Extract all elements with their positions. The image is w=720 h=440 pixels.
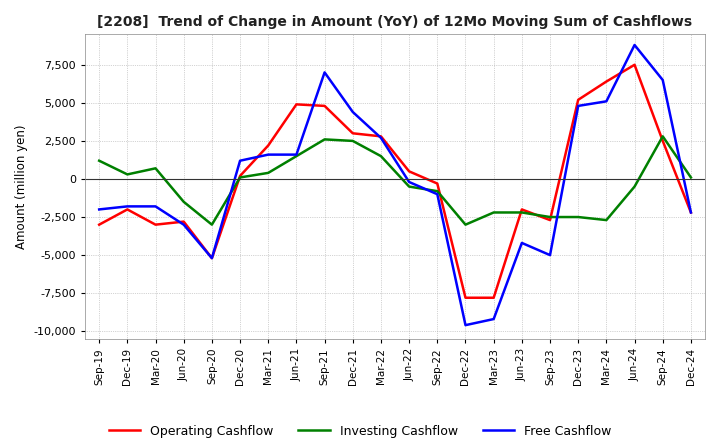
Operating Cashflow bbox=[207, 256, 216, 261]
Free Cashflow bbox=[433, 191, 441, 197]
Free Cashflow bbox=[602, 99, 611, 104]
Investing Cashflow bbox=[95, 158, 104, 163]
Operating Cashflow bbox=[292, 102, 301, 107]
Line: Investing Cashflow: Investing Cashflow bbox=[99, 136, 691, 225]
Investing Cashflow bbox=[574, 214, 582, 220]
Operating Cashflow bbox=[462, 295, 470, 301]
Operating Cashflow bbox=[574, 97, 582, 103]
Legend: Operating Cashflow, Investing Cashflow, Free Cashflow: Operating Cashflow, Investing Cashflow, … bbox=[104, 420, 616, 440]
Investing Cashflow bbox=[123, 172, 132, 177]
Investing Cashflow bbox=[518, 210, 526, 215]
Free Cashflow bbox=[546, 253, 554, 258]
Free Cashflow bbox=[264, 152, 273, 157]
Operating Cashflow bbox=[264, 143, 273, 148]
Free Cashflow bbox=[574, 103, 582, 109]
Investing Cashflow bbox=[377, 154, 385, 159]
Operating Cashflow bbox=[490, 295, 498, 301]
Operating Cashflow bbox=[433, 181, 441, 186]
Operating Cashflow bbox=[320, 103, 329, 109]
Investing Cashflow bbox=[320, 137, 329, 142]
Operating Cashflow bbox=[658, 138, 667, 143]
Free Cashflow bbox=[320, 70, 329, 75]
Free Cashflow bbox=[123, 204, 132, 209]
Operating Cashflow bbox=[179, 219, 188, 224]
Title: [2208]  Trend of Change in Amount (YoY) of 12Mo Moving Sum of Cashflows: [2208] Trend of Change in Amount (YoY) o… bbox=[97, 15, 693, 29]
Line: Operating Cashflow: Operating Cashflow bbox=[99, 65, 691, 298]
Investing Cashflow bbox=[658, 134, 667, 139]
Operating Cashflow bbox=[95, 222, 104, 227]
Free Cashflow bbox=[95, 207, 104, 212]
Free Cashflow bbox=[207, 256, 216, 261]
Free Cashflow bbox=[348, 110, 357, 115]
Free Cashflow bbox=[658, 77, 667, 83]
Operating Cashflow bbox=[546, 217, 554, 223]
Operating Cashflow bbox=[602, 79, 611, 84]
Investing Cashflow bbox=[179, 199, 188, 205]
Line: Free Cashflow: Free Cashflow bbox=[99, 45, 691, 325]
Free Cashflow bbox=[377, 135, 385, 140]
Free Cashflow bbox=[179, 222, 188, 227]
Free Cashflow bbox=[235, 158, 244, 163]
Operating Cashflow bbox=[687, 210, 696, 215]
Operating Cashflow bbox=[235, 173, 244, 179]
Free Cashflow bbox=[490, 316, 498, 322]
Investing Cashflow bbox=[348, 138, 357, 143]
Operating Cashflow bbox=[630, 62, 639, 67]
Free Cashflow bbox=[405, 180, 413, 185]
Operating Cashflow bbox=[405, 169, 413, 174]
Investing Cashflow bbox=[292, 154, 301, 159]
Investing Cashflow bbox=[235, 175, 244, 180]
Investing Cashflow bbox=[602, 217, 611, 223]
Free Cashflow bbox=[292, 152, 301, 157]
Free Cashflow bbox=[630, 42, 639, 48]
Investing Cashflow bbox=[687, 175, 696, 180]
Free Cashflow bbox=[462, 323, 470, 328]
Free Cashflow bbox=[518, 240, 526, 246]
Operating Cashflow bbox=[377, 134, 385, 139]
Investing Cashflow bbox=[433, 188, 441, 194]
Investing Cashflow bbox=[490, 210, 498, 215]
Operating Cashflow bbox=[123, 207, 132, 212]
Investing Cashflow bbox=[405, 184, 413, 189]
Free Cashflow bbox=[687, 210, 696, 215]
Investing Cashflow bbox=[462, 222, 470, 227]
Free Cashflow bbox=[151, 204, 160, 209]
Investing Cashflow bbox=[151, 166, 160, 171]
Investing Cashflow bbox=[207, 222, 216, 227]
Operating Cashflow bbox=[151, 222, 160, 227]
Operating Cashflow bbox=[518, 207, 526, 212]
Operating Cashflow bbox=[348, 131, 357, 136]
Y-axis label: Amount (million yen): Amount (million yen) bbox=[15, 125, 28, 249]
Investing Cashflow bbox=[546, 214, 554, 220]
Investing Cashflow bbox=[264, 170, 273, 176]
Investing Cashflow bbox=[630, 184, 639, 189]
